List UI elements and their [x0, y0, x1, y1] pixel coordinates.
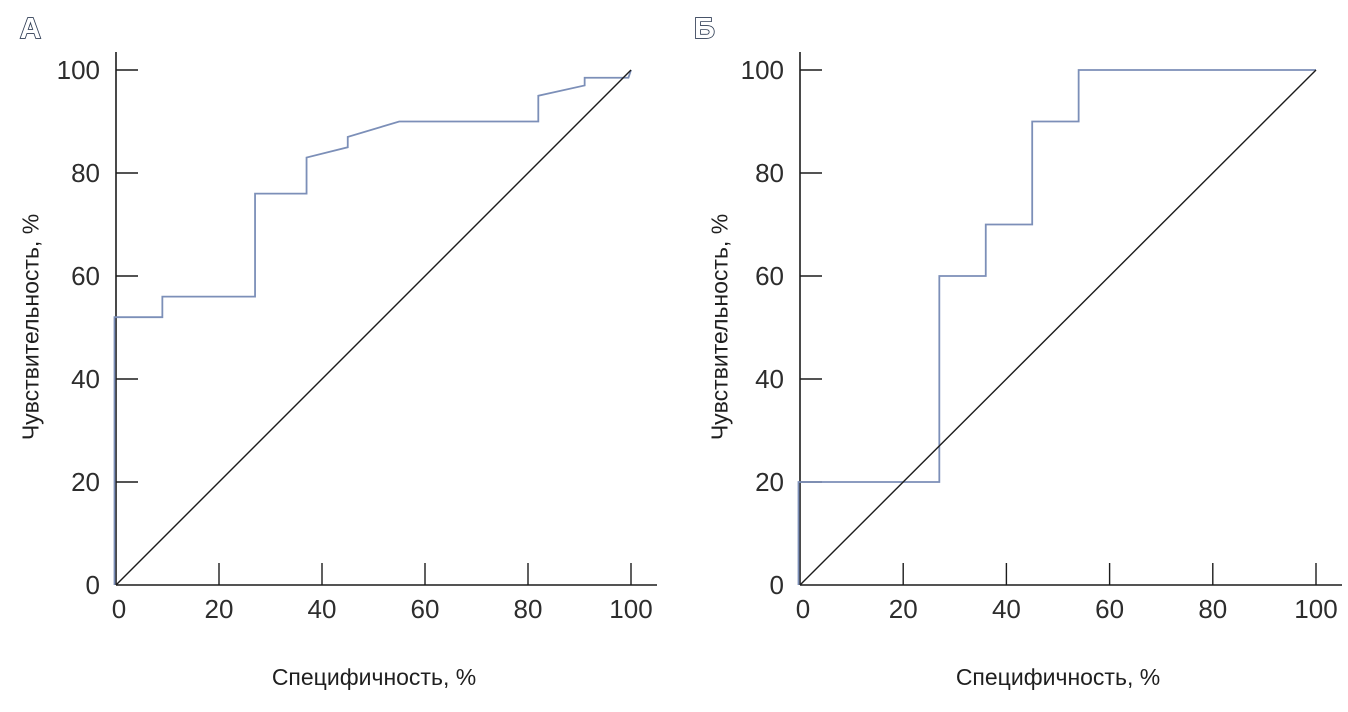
x-tick-label: 40 [308, 594, 337, 624]
y-tick-label: 80 [71, 158, 100, 188]
roc-plot-b: 0 20 40 60 80 100 0 20 40 60 80 100 [741, 52, 1342, 624]
y-tick-label: 80 [755, 158, 784, 188]
y-tick-label: 20 [755, 467, 784, 497]
x-tick-label: 0 [112, 594, 126, 624]
y-tick-label: 40 [755, 364, 784, 394]
chart-panel-b: Б 0 20 40 60 80 100 0 20 40 60 80 100 Специфичность… [674, 0, 1348, 712]
panel-label-b: Б [693, 12, 716, 46]
x-tick-label: 60 [1095, 594, 1124, 624]
y-tick-label: 20 [71, 467, 100, 497]
x-axis-title-b: Специфичность, % [955, 664, 1161, 690]
x-tick-label: 60 [411, 594, 440, 624]
y-tick-label: 0 [770, 570, 784, 600]
roc-plot-a: 0 20 40 60 80 100 0 20 40 60 80 100 [57, 52, 657, 624]
y-tick-label: 100 [741, 55, 784, 85]
x-tick-label: 100 [609, 594, 652, 624]
x-tick-label: 40 [992, 594, 1021, 624]
x-tick-label: 20 [205, 594, 234, 624]
x-tick-label: 20 [889, 594, 918, 624]
x-tick-label: 100 [1294, 594, 1337, 624]
reference-diagonal [799, 69, 1317, 586]
roc-curve [797, 69, 1316, 585]
panel-label-a-text: А [20, 13, 41, 45]
x-axis-title-a: Специфичность, % [271, 664, 477, 690]
chart-panel-a: А 0 20 40 60 80 100 0 20 40 60 80 100 Специфичность… [17, 12, 657, 690]
x-tick-label: 80 [514, 594, 543, 624]
x-tick-label: 80 [1198, 594, 1227, 624]
reference-diagonal [115, 69, 632, 586]
y-axis-title-b: Чувствительность, % [706, 213, 733, 441]
y-tick-label: 40 [71, 364, 100, 394]
y-tick-label: 100 [57, 55, 100, 85]
y-tick-label: 60 [755, 261, 784, 291]
panel-label-b-text: Б [694, 13, 715, 45]
roc-curve [113, 69, 632, 585]
y-axis-title-a: Чувствительность, % [17, 213, 44, 441]
y-tick-label: 60 [71, 261, 100, 291]
panel-label-a: А [19, 12, 42, 46]
x-tick-label: 0 [796, 594, 810, 624]
y-tick-label: 0 [86, 570, 100, 600]
